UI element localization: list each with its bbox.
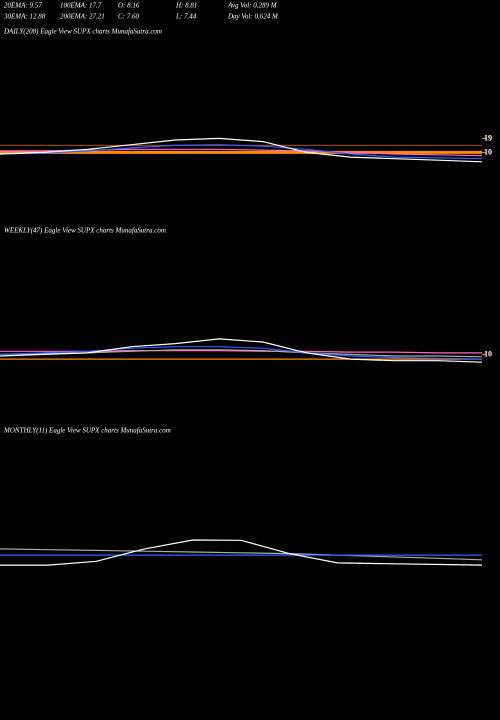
y-tick-label: 19 (484, 133, 492, 142)
series-line (0, 346, 483, 360)
panel-title: DAILY(208) Eagle View SUPX charts Munafa… (3, 28, 162, 36)
header-stat: H: 8.81 (175, 2, 197, 10)
series-line (0, 539, 483, 566)
header-stat: 200EMA: 27.21 (60, 13, 105, 21)
panel-title: MONTHLY(11) Eagle View SUPX charts Munaf… (3, 427, 171, 435)
header-stat: 30EMA: 12.88 (3, 13, 46, 21)
header-stat: L: 7.44 (175, 13, 197, 21)
panel-title: WEEKLY(47) Eagle View SUPX charts Munafa… (4, 227, 166, 235)
header-stat: Day Vol: 0.624 M (227, 13, 279, 21)
y-tick-label: 10 (484, 349, 492, 358)
y-tick-label: 10 (484, 147, 492, 156)
header-stat: 100EMA: 17.7 (60, 2, 102, 10)
series-line (0, 338, 483, 363)
series-line (0, 548, 483, 561)
series-line (0, 144, 483, 160)
header-stat: C: 7.60 (118, 13, 140, 21)
header-stat: 20EMA: 9.57 (4, 2, 42, 10)
series-line (0, 137, 483, 163)
header-stat: O: 8.16 (118, 2, 140, 10)
header-stat: Avg Vol: 0.289 M (227, 2, 278, 10)
